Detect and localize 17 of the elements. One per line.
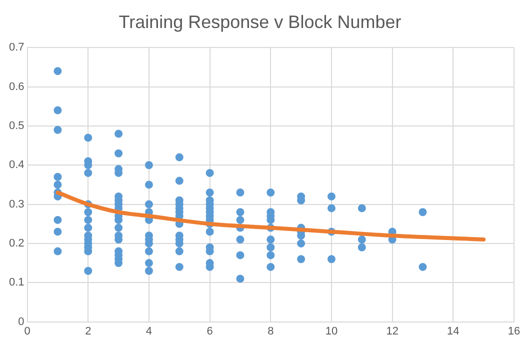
x-tick-label: 10	[325, 325, 338, 338]
y-tick-label: 0.3	[8, 198, 24, 210]
x-tick-label: 6	[206, 325, 213, 338]
y-tick-label: 0	[18, 316, 24, 328]
x-tick-label: 16	[508, 325, 520, 338]
y-tick-label: 0.5	[8, 120, 24, 132]
y-tick-label: 0.6	[8, 80, 24, 93]
x-tick-label: 4	[146, 325, 152, 338]
y-tick-label: 0.1	[8, 276, 24, 289]
y-tick-label: 0.7	[8, 42, 24, 54]
y-tick-label: 0.2	[8, 237, 24, 250]
x-tick-label: 8	[268, 325, 274, 338]
chart-title: Training Response v Block Number	[118, 12, 402, 32]
x-tick-label: 2	[85, 325, 92, 338]
x-tick-label: 12	[386, 325, 398, 338]
y-tick-label: 0.4	[8, 159, 24, 172]
x-tick-label: 14	[447, 325, 460, 338]
